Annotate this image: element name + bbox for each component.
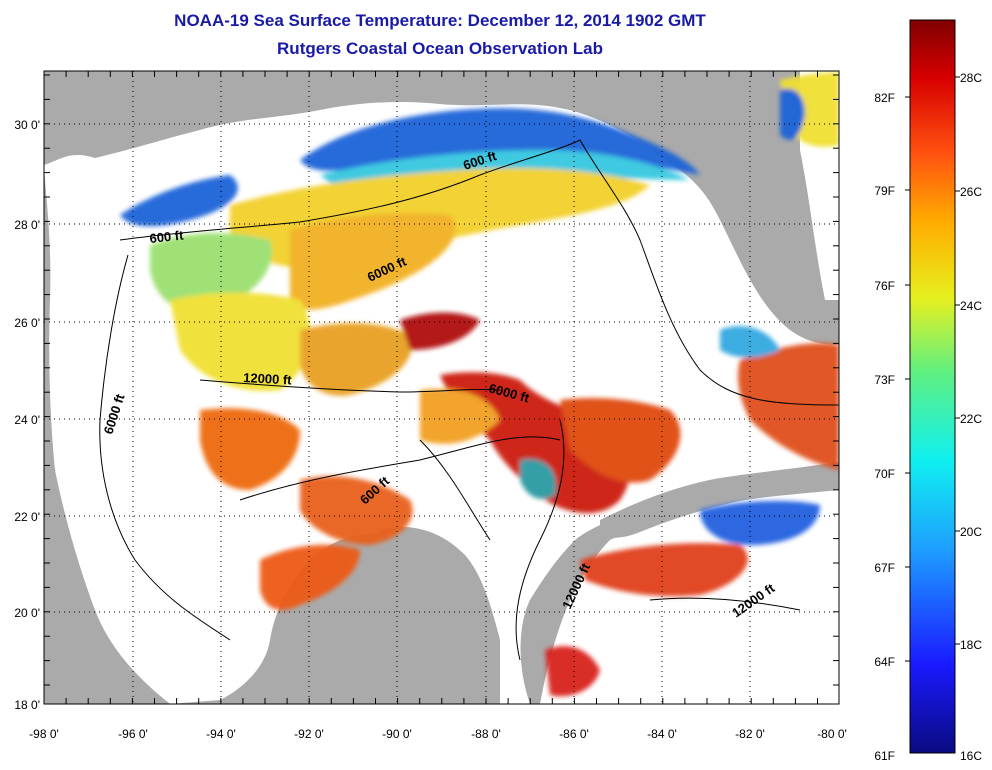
axis-ticks <box>43 71 839 704</box>
latitude-axis: 30 0' 28 0' 26 0' 24 0' 22 0' 20 0' 18 0… <box>14 118 40 712</box>
lat-tick-label: 24 0' <box>14 413 40 427</box>
sst-patches <box>120 72 839 697</box>
colorbar: 82F 79F 76F 73F 70F 67F 64F 61F 28C 26C … <box>874 19 982 763</box>
colorbar-c-label: 24C <box>960 299 982 313</box>
colorbar-f-label: 73F <box>874 373 895 387</box>
lat-tick-label: 30 0' <box>14 118 40 132</box>
lon-tick-label: -94 0' <box>206 727 236 741</box>
colorbar-f-label: 79F <box>874 184 895 198</box>
contour-label: 600 ft <box>149 227 185 246</box>
colorbar-c-label: 20C <box>960 525 982 539</box>
colorbar-c-label: 16C <box>960 749 982 763</box>
map-title: NOAA-19 Sea Surface Temperature: Decembe… <box>174 11 706 30</box>
contour-label: 12000 ft <box>243 370 293 388</box>
lon-tick-label: -82 0' <box>735 727 765 741</box>
colorbar-f-label: 67F <box>874 561 895 575</box>
colorbar-f-label: 61F <box>874 749 895 763</box>
lon-tick-label: -86 0' <box>559 727 589 741</box>
graticule <box>44 71 839 704</box>
lon-tick-label: -80 0' <box>817 727 847 741</box>
colorbar-c-label: 22C <box>960 412 982 426</box>
cuba-land <box>600 462 839 538</box>
map-area <box>44 71 839 704</box>
longitude-axis: -98 0' -96 0' -94 0' -92 0' -90 0' -88 0… <box>29 727 847 741</box>
lat-tick-label: 22 0' <box>14 510 40 524</box>
lon-tick-label: -92 0' <box>294 727 324 741</box>
lon-tick-label: -88 0' <box>471 727 501 741</box>
colorbar-c-label: 18C <box>960 638 982 652</box>
colorbar-f-label: 76F <box>874 279 895 293</box>
colorbar-gradient <box>909 19 956 754</box>
colorbar-c-label: 28C <box>960 71 982 85</box>
bathymetry-contours <box>99 139 839 661</box>
colorbar-f-label: 82F <box>874 91 895 105</box>
lon-tick-label: -98 0' <box>29 727 59 741</box>
lat-tick-label: 26 0' <box>14 316 40 330</box>
lon-tick-label: -96 0' <box>118 727 148 741</box>
colorbar-f-label: 64F <box>874 655 895 669</box>
lon-tick-label: -84 0' <box>647 727 677 741</box>
map-subtitle: Rutgers Coastal Ocean Observation Lab <box>277 39 603 58</box>
colorbar-f-label: 70F <box>874 467 895 481</box>
colorbar-ticks <box>905 76 960 662</box>
lon-tick-label: -90 0' <box>382 727 412 741</box>
colorbar-c-label: 26C <box>960 185 982 199</box>
lat-tick-label: 20 0' <box>14 606 40 620</box>
yucatan-land <box>379 527 500 704</box>
lat-tick-label: 28 0' <box>14 218 40 232</box>
lat-tick-label: 18 0' <box>14 698 40 712</box>
